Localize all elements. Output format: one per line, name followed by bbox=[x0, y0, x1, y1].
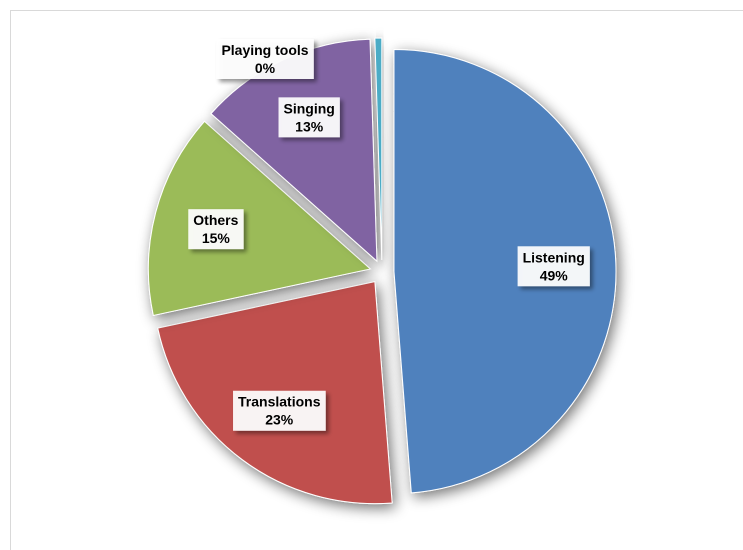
data-label-translations: Translations 23% bbox=[233, 390, 326, 431]
data-label-others: Others 15% bbox=[188, 209, 244, 250]
data-label-value: 0% bbox=[255, 60, 276, 76]
pie-slice-playing-tools bbox=[374, 37, 383, 261]
data-label-category: Playing tools bbox=[221, 42, 308, 58]
data-label-value: 15% bbox=[202, 230, 231, 246]
pie-chart: Listening 49% Translations 23% Others 15% Sing… bbox=[147, 37, 617, 505]
data-label-box bbox=[517, 246, 590, 287]
pie-slice-others bbox=[147, 120, 372, 317]
data-label-box bbox=[278, 97, 340, 138]
data-label-value: 23% bbox=[265, 412, 294, 428]
data-label-box bbox=[216, 39, 314, 79]
data-label-category: Singing bbox=[284, 100, 335, 116]
data-label-box bbox=[188, 209, 244, 250]
data-label-playing-tools: Playing tools 0% bbox=[216, 39, 314, 79]
data-label-singing: Singing 13% bbox=[278, 97, 340, 138]
data-label-box bbox=[233, 390, 326, 431]
chart-area bbox=[10, 10, 743, 550]
data-label-value: 49% bbox=[540, 267, 569, 283]
data-label-listening: Listening 49% bbox=[517, 246, 590, 287]
pie-slice-listening bbox=[393, 49, 617, 494]
data-label-category: Listening bbox=[523, 249, 585, 265]
data-label-category: Others bbox=[193, 212, 238, 228]
data-label-value: 13% bbox=[295, 118, 324, 134]
data-label-category: Translations bbox=[238, 394, 321, 410]
